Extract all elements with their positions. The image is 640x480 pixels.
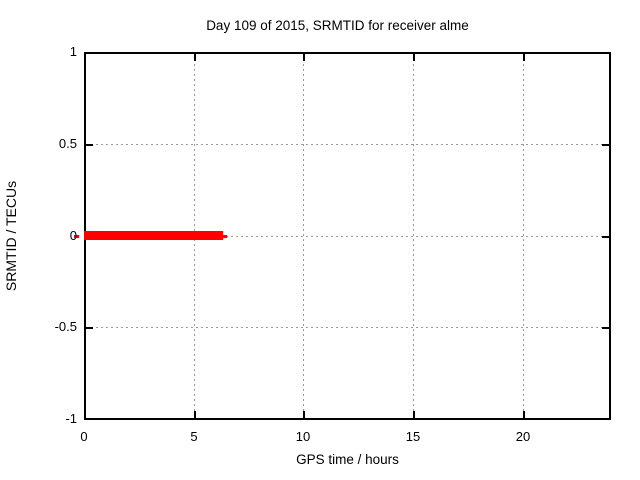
chart-title: Day 109 of 2015, SRMTID for receiver alm… [206,18,469,33]
tick-left-0.5 [86,144,93,146]
gridline-y-0 [86,236,609,237]
xtick-label-5: 5 [190,429,198,444]
tick-top-5 [194,54,196,61]
ytick-label--0.5: -0.5 [54,319,77,334]
tick-top-15 [413,54,415,61]
tick-bottom-5 [194,411,196,418]
series-srmtid-line [84,231,223,240]
x-axis-label: GPS time / hours [296,452,399,467]
tick-left--0.5 [86,327,93,329]
tick-bottom-10 [303,411,305,418]
xtick-label-15: 15 [405,429,421,444]
tick-right-0.5 [602,144,609,146]
tick-top-20 [523,54,525,61]
series-srmtid-right-cap [223,235,227,238]
tick-top-10 [303,54,305,61]
tick-bottom-20 [523,411,525,418]
ytick-label-0.5: 0.5 [58,136,77,151]
xtick-label-10: 10 [295,429,311,444]
gridline-y--0.5 [86,327,609,328]
xtick-label-20: 20 [515,429,531,444]
y-axis-label: SRMTID / TECUs [3,180,19,292]
series-srmtid-left-cap [74,235,79,238]
ytick-label-0: 0 [69,228,77,243]
xtick-label-0: 0 [80,429,88,444]
tick-right--0.5 [602,327,609,329]
gridline-y-0.5 [86,144,609,145]
ytick-label--1: -1 [65,411,77,426]
tick-right-0 [602,236,609,238]
ytick-label-1: 1 [69,44,77,59]
tick-bottom-15 [413,411,415,418]
